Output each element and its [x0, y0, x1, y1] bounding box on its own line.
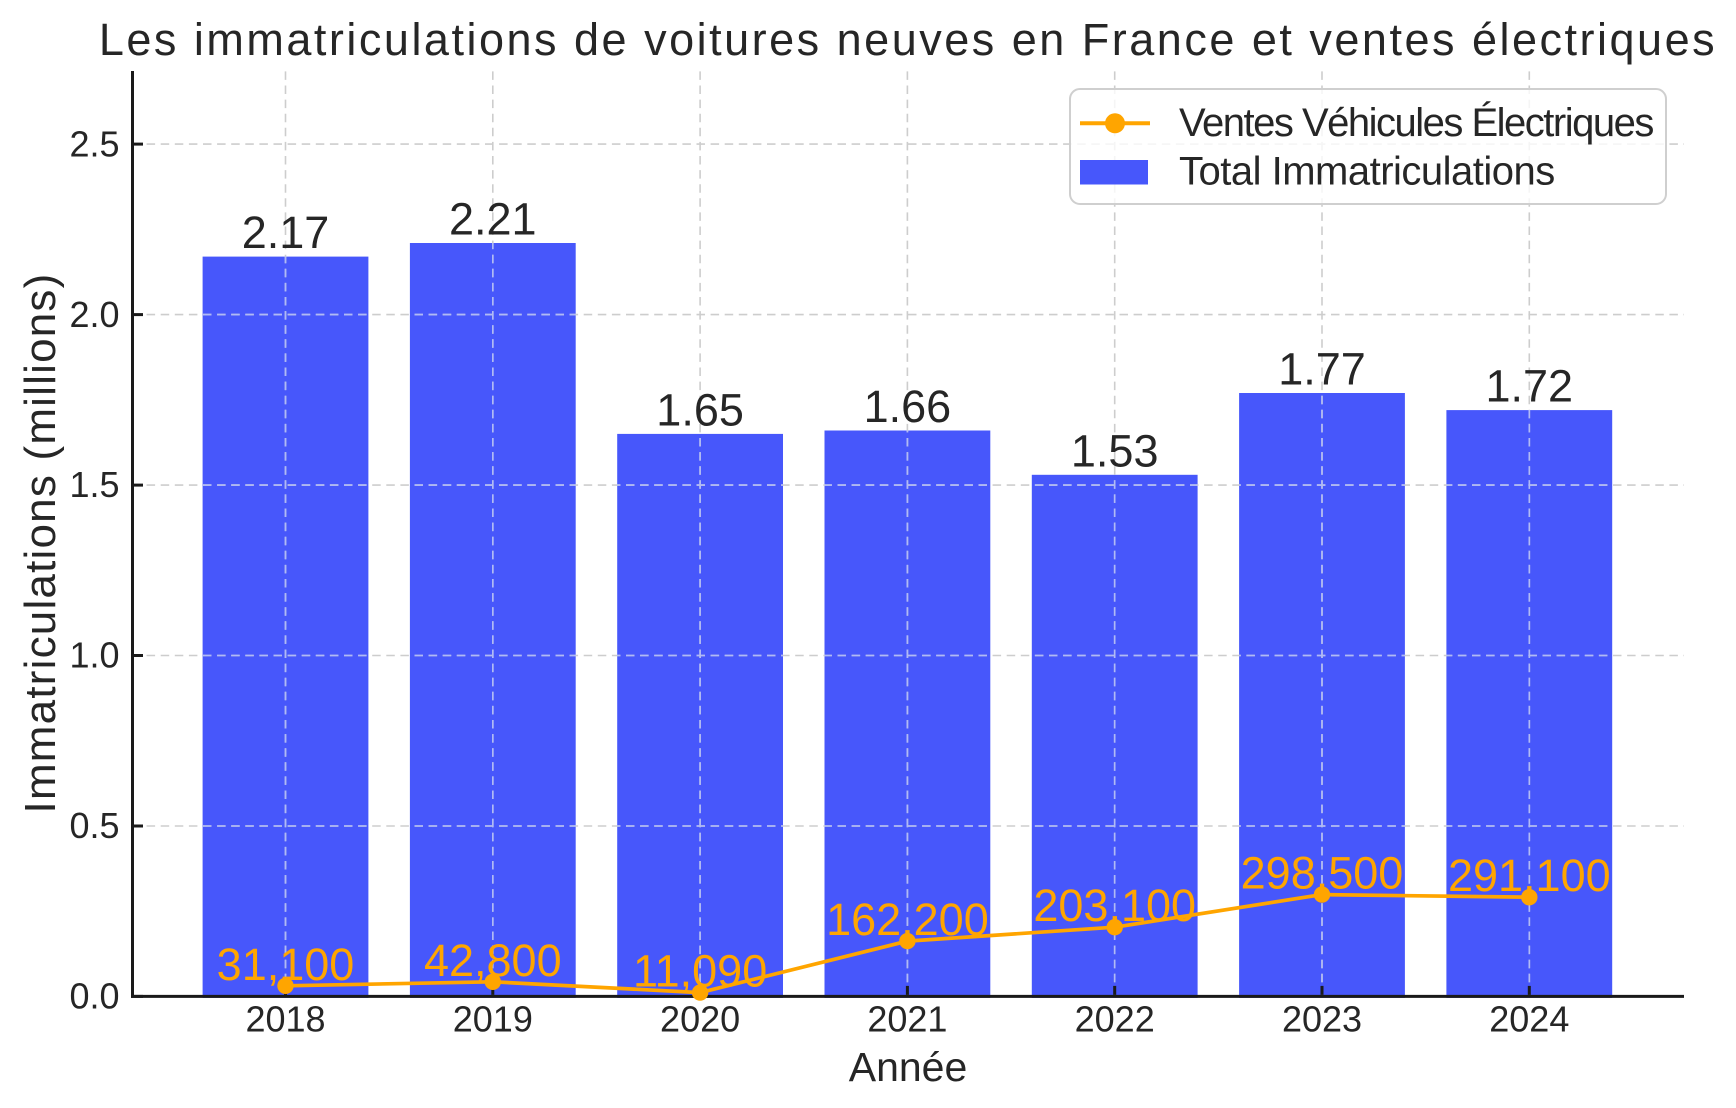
svg-text:Année: Année	[849, 1044, 968, 1090]
svg-text:31,100: 31,100	[217, 939, 355, 990]
svg-text:1.66: 1.66	[864, 381, 952, 432]
svg-text:2019: 2019	[453, 999, 533, 1040]
svg-text:11,090: 11,090	[633, 946, 767, 997]
svg-text:1.65: 1.65	[656, 384, 744, 435]
svg-text:298,500: 298,500	[1241, 848, 1404, 899]
svg-text:Les immatriculations de voitur: Les immatriculations de voitures neuves …	[99, 14, 1717, 65]
svg-text:1.72: 1.72	[1486, 361, 1574, 412]
svg-text:2022: 2022	[1075, 999, 1155, 1040]
svg-text:2024: 2024	[1489, 999, 1569, 1040]
svg-text:291,100: 291,100	[1448, 850, 1611, 901]
svg-text:Immatriculations (millions): Immatriculations (millions)	[16, 273, 65, 814]
svg-text:42,800: 42,800	[424, 935, 562, 986]
svg-text:2.21: 2.21	[449, 194, 537, 245]
svg-text:2.5: 2.5	[69, 123, 119, 164]
svg-text:0.0: 0.0	[69, 976, 119, 1017]
svg-text:162,200: 162,200	[826, 894, 989, 945]
svg-text:Total Immatriculations: Total Immatriculations	[1179, 150, 1555, 194]
svg-text:1.5: 1.5	[69, 464, 119, 505]
svg-text:2.0: 2.0	[69, 294, 119, 335]
svg-text:203,100: 203,100	[1033, 880, 1196, 931]
svg-text:1.0: 1.0	[69, 635, 119, 676]
svg-text:1.77: 1.77	[1278, 344, 1366, 395]
svg-text:Ventes Véhicules Électriques: Ventes Véhicules Électriques	[1179, 100, 1653, 145]
svg-text:2023: 2023	[1282, 999, 1362, 1040]
svg-text:2020: 2020	[660, 999, 740, 1040]
svg-text:2.17: 2.17	[242, 207, 330, 258]
svg-text:0.5: 0.5	[69, 805, 119, 846]
svg-text:2018: 2018	[245, 999, 325, 1040]
svg-text:2021: 2021	[867, 999, 947, 1040]
svg-text:1.53: 1.53	[1071, 425, 1159, 476]
